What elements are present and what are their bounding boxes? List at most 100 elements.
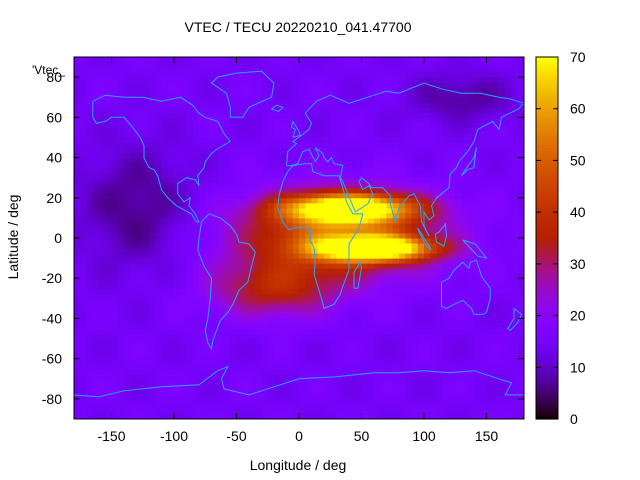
heatmap-cell [280, 328, 287, 335]
heatmap-cell [430, 318, 437, 324]
heatmap-cell [142, 373, 150, 380]
heatmap-cell [242, 308, 250, 314]
heatmap-cell [292, 152, 300, 159]
heatmap-cell [467, 192, 475, 199]
heatmap-cell [174, 298, 181, 304]
heatmap-cell [342, 378, 350, 385]
heatmap-cell [155, 92, 162, 98]
heatmap-cell [274, 162, 281, 169]
heatmap-cell [474, 238, 481, 244]
heatmap-cell [317, 368, 325, 375]
heatmap-cell [136, 348, 144, 355]
heatmap-cell [349, 112, 356, 118]
heatmap-cell [80, 413, 87, 420]
heatmap-cell [242, 72, 250, 78]
heatmap-cell [417, 383, 425, 390]
heatmap-cell [80, 182, 87, 189]
heatmap-cell [399, 403, 406, 410]
heatmap-cell [286, 283, 294, 289]
heatmap-cell [336, 338, 344, 345]
heatmap-cell [311, 298, 319, 304]
heatmap-cell [374, 248, 381, 254]
heatmap-cell [436, 232, 444, 239]
heatmap-cell [180, 117, 187, 123]
heatmap-cell [236, 253, 244, 259]
heatmap-cell [424, 187, 431, 194]
heatmap-cell [267, 97, 275, 103]
heatmap-cell [230, 57, 237, 63]
heatmap-cell [242, 343, 250, 350]
heatmap-cell [174, 323, 181, 329]
heatmap-cell [442, 283, 450, 289]
heatmap-cell [242, 147, 250, 154]
heatmap-cell [430, 293, 437, 299]
heatmap-cell [361, 92, 369, 98]
heatmap-cell [367, 162, 375, 169]
heatmap-cell [186, 243, 194, 249]
heatmap-cell [261, 142, 269, 148]
heatmap-cell [499, 343, 506, 350]
heatmap-cell [461, 202, 469, 209]
heatmap-cell [399, 348, 406, 355]
heatmap-cell [161, 157, 169, 164]
heatmap-cell [274, 172, 281, 179]
heatmap-cell [111, 248, 119, 254]
heatmap-cell [455, 278, 462, 284]
heatmap-cell [442, 72, 450, 78]
heatmap-cell [430, 82, 437, 88]
heatmap-cell [105, 182, 112, 189]
heatmap-cell [142, 283, 150, 289]
heatmap-cell [255, 152, 262, 159]
heatmap-cell [142, 398, 150, 405]
heatmap-cell [486, 348, 494, 355]
heatmap-cell [186, 207, 194, 214]
heatmap-cell [355, 383, 362, 390]
heatmap-cell [267, 318, 275, 324]
heatmap-cell [386, 117, 394, 123]
heatmap-cell [199, 408, 206, 415]
heatmap-cell [355, 142, 362, 148]
heatmap-cell [192, 122, 200, 128]
heatmap-cell [499, 217, 506, 224]
heatmap-cell [442, 388, 450, 395]
heatmap-cell [124, 72, 131, 78]
heatmap-cell [330, 388, 337, 395]
heatmap-cell [317, 408, 325, 415]
heatmap-cell [499, 167, 506, 174]
heatmap-cell [311, 353, 319, 360]
heatmap-cell [292, 323, 300, 329]
heatmap-cell [174, 293, 181, 299]
heatmap-cell [99, 253, 106, 259]
heatmap-cell [486, 72, 494, 78]
heatmap-cell [311, 222, 319, 229]
heatmap-cell [336, 303, 344, 309]
heatmap-cell [92, 162, 100, 169]
heatmap-cell [480, 358, 487, 365]
heatmap-cell [361, 157, 369, 164]
heatmap-cell [211, 308, 219, 314]
heatmap-cell [155, 227, 162, 234]
heatmap-cell [149, 137, 156, 143]
heatmap-cell [317, 348, 325, 355]
heatmap-cell [167, 278, 175, 284]
heatmap-cell [99, 177, 106, 184]
heatmap-cell [111, 87, 119, 93]
heatmap-cell [330, 72, 337, 78]
heatmap-cell [305, 328, 312, 335]
heatmap-cell [342, 177, 350, 184]
heatmap-cell [111, 393, 119, 400]
heatmap-cell [192, 97, 200, 103]
heatmap-cell [424, 222, 431, 229]
heatmap-cell [480, 298, 487, 304]
heatmap-cell [480, 57, 487, 63]
heatmap-cell [174, 353, 181, 360]
heatmap-cell [486, 207, 494, 214]
heatmap-cell [242, 227, 250, 234]
heatmap-cell [111, 313, 119, 319]
heatmap-cell [155, 383, 162, 390]
heatmap-cell [461, 67, 469, 73]
heatmap-cell [274, 403, 281, 410]
heatmap-cell [474, 298, 481, 304]
heatmap-cell [311, 383, 319, 390]
heatmap-cell [361, 102, 369, 108]
